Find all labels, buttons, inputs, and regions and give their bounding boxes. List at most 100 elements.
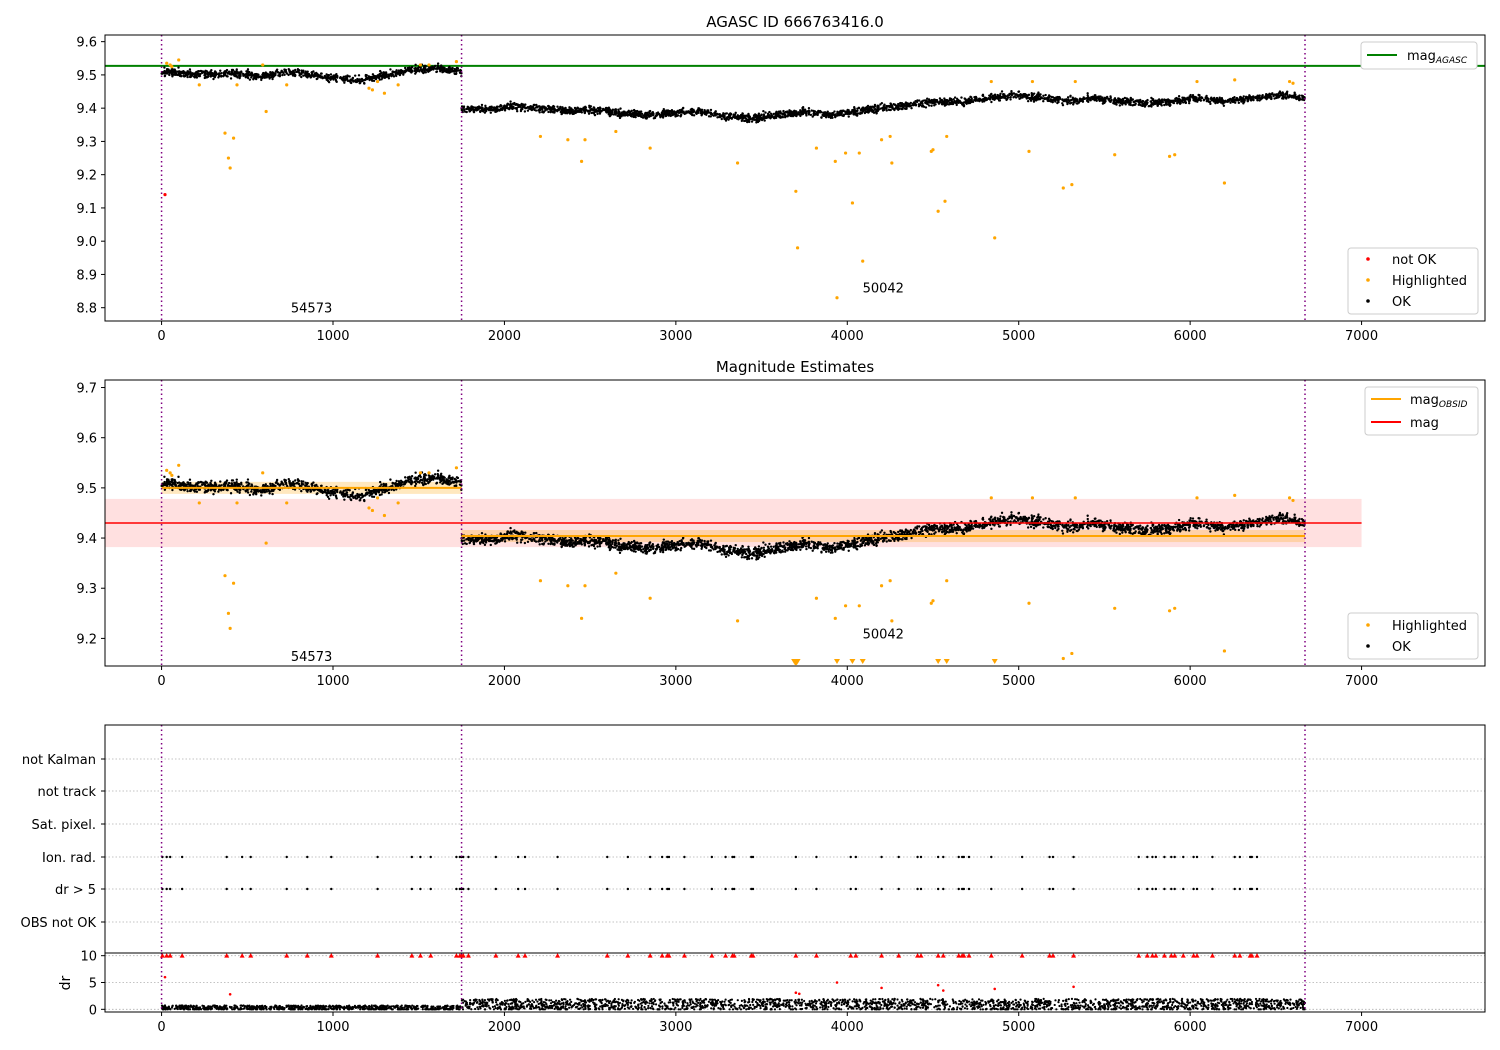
ok-point: [268, 492, 271, 495]
ok-point: [291, 74, 295, 77]
ok-point: [582, 107, 585, 110]
ok-point: [387, 491, 391, 495]
ok-point: [1110, 98, 1113, 102]
ok-point: [403, 476, 407, 479]
ok-point: [656, 112, 659, 115]
ok-point: [628, 112, 632, 115]
ok-point: [970, 96, 973, 99]
highlighted-point: [583, 138, 587, 142]
ok-point: [436, 67, 439, 70]
ok-point: [608, 107, 611, 111]
ok-point: [460, 71, 463, 75]
ok-point: [1249, 96, 1252, 99]
ok-point: [1226, 99, 1230, 102]
ok-point: [1294, 93, 1297, 96]
ok-point: [592, 112, 596, 115]
ok-point: [225, 479, 229, 482]
ok-point: [269, 484, 272, 488]
ok-point: [1284, 95, 1287, 99]
ok-point: [470, 107, 473, 110]
ok-point: [410, 475, 414, 478]
ok-point: [910, 536, 913, 540]
ok-point: [367, 76, 371, 80]
ok-point: [182, 481, 185, 484]
ok-point: [747, 116, 751, 120]
ok-point: [374, 74, 377, 78]
ok-point: [622, 110, 625, 113]
ok-point: [371, 77, 374, 80]
ok-point: [414, 482, 418, 486]
highlighted-point: [1287, 79, 1292, 84]
ok-point: [312, 481, 315, 484]
ok-point: [371, 73, 375, 76]
ok-point: [573, 110, 577, 114]
ok-point: [1287, 95, 1291, 99]
highlighted-point: [888, 134, 892, 139]
ok-point: [556, 105, 559, 108]
ok-point: [807, 111, 810, 115]
ok-point: [220, 484, 223, 487]
ok-point: [329, 494, 332, 497]
highlighted-point: [165, 61, 169, 65]
ok-point: [236, 482, 240, 486]
ok-point: [1138, 102, 1141, 106]
highlighted-point: [427, 63, 431, 67]
ok-point: [210, 68, 213, 72]
highlighted-point: [861, 259, 865, 263]
ok-point: [1034, 99, 1038, 102]
ok-point: [163, 74, 167, 78]
ok-point: [1294, 95, 1298, 99]
ok-point: [1242, 100, 1245, 103]
ok-point: [953, 96, 957, 99]
ok-point: [302, 74, 305, 77]
ok-point: [397, 69, 401, 72]
ok-point: [172, 73, 175, 76]
ok-point: [990, 100, 993, 104]
ok-point: [445, 479, 449, 482]
ok-point: [389, 478, 392, 481]
ok-point: [441, 71, 444, 74]
ok-point: [319, 72, 323, 75]
ok-point: [828, 112, 832, 115]
x-tick-label: 0: [157, 329, 165, 344]
ok-point: [944, 99, 948, 102]
highlighted-point: [226, 156, 231, 160]
ok-point: [646, 111, 649, 115]
ok-point: [343, 81, 346, 84]
ok-point: [701, 112, 704, 115]
ok-point: [260, 494, 263, 497]
ok-point: [908, 102, 911, 106]
ok-point: [188, 72, 192, 76]
ok-point: [401, 69, 404, 73]
ok-point: [261, 72, 265, 75]
ok-point: [770, 115, 773, 118]
ok-point: [278, 74, 282, 77]
ok-point: [1010, 93, 1014, 96]
ok-point: [348, 489, 351, 492]
ok-point: [376, 490, 379, 493]
ok-point: [383, 491, 386, 494]
highlighted-point: [1195, 79, 1199, 84]
ok-point: [296, 479, 300, 482]
ok-point: [246, 68, 250, 71]
ok-point: [435, 482, 438, 485]
highlighted-point: [566, 138, 570, 142]
ok-point: [859, 111, 862, 114]
ok-point: [1181, 96, 1184, 99]
ok-point: [1300, 94, 1304, 97]
ok-point: [453, 67, 457, 71]
ok-point: [279, 71, 282, 74]
ok-point: [230, 73, 233, 76]
ok-point: [346, 495, 350, 498]
ok-point: [170, 479, 174, 483]
ok-point: [768, 110, 771, 114]
ok-point: [340, 78, 344, 81]
ok-point: [844, 112, 847, 116]
ok-point: [713, 111, 716, 115]
ok-point: [635, 109, 639, 113]
ok-point: [350, 493, 354, 496]
ok-point: [760, 113, 763, 117]
ok-point: [864, 110, 868, 113]
ok-point: [957, 99, 960, 102]
ok-point: [932, 101, 936, 105]
